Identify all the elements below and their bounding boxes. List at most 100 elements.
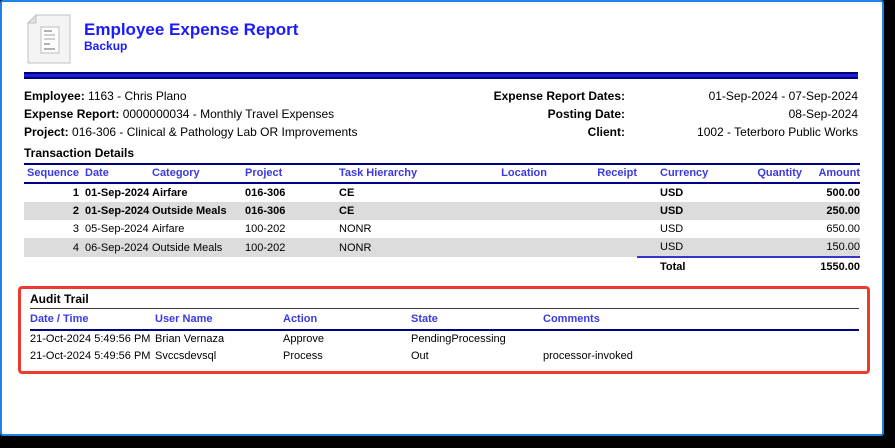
col-amount: Amount xyxy=(802,163,860,184)
col-date-time: Date / Time xyxy=(30,310,155,331)
cell-state: Out xyxy=(411,350,429,362)
cell-location xyxy=(472,202,547,220)
cell-quantity xyxy=(747,238,802,257)
table-row: 1 01-Sep-2024 Airfare 016-306 CE USD 500… xyxy=(24,183,860,202)
audit-header-row: Date / Time User Name Action State Comme… xyxy=(30,310,859,331)
cell-category: Airfare xyxy=(152,187,188,199)
cell-user-name: Brian Vernaza xyxy=(155,333,225,345)
report-info-left: Employee: 1163 - Chris Plano Expense Rep… xyxy=(24,87,358,141)
expense-report-info: Expense Report: 0000000034 - Monthly Tra… xyxy=(24,105,358,123)
cell-date: 05-Sep-2024 xyxy=(85,223,149,235)
report-document-icon xyxy=(26,13,72,64)
col-date: Date xyxy=(79,163,152,184)
expense-report-value: 0000000034 - Monthly Travel Expenses xyxy=(122,107,335,121)
report-info-right: Expense Report Dates: 01-Sep-2024 - 07-S… xyxy=(494,87,858,141)
cell-quantity xyxy=(747,202,802,220)
cell-date: 01-Sep-2024 xyxy=(79,202,152,220)
cell-amount: 250.00 xyxy=(802,202,860,220)
cell-user-name: Svccsdevsql xyxy=(155,350,217,362)
total-label: Total xyxy=(637,256,747,277)
expense-report-label: Expense Report: xyxy=(24,107,120,121)
table-row: 2 01-Sep-2024 Outside Meals 016-306 CE U… xyxy=(24,202,860,220)
title-divider xyxy=(24,72,858,79)
cell-sequence: 3 xyxy=(72,223,79,235)
cell-category: Airfare xyxy=(152,223,185,235)
cell-category: Outside Meals xyxy=(152,238,245,257)
project-info: Project: 016-306 - Clinical & Pathology … xyxy=(24,123,358,141)
col-currency: Currency xyxy=(637,163,747,184)
posting-date-value: 08-Sep-2024 xyxy=(788,107,858,121)
cell-sequence: 4 xyxy=(24,238,79,257)
col-task-hierarchy: Task Hierarchy xyxy=(339,163,472,184)
audit-trail-table: Date / Time User Name Action State Comme… xyxy=(30,310,859,365)
col-category: Category xyxy=(152,163,245,184)
cell-date-time: 21-Oct-2024 5:49:56 PM xyxy=(30,333,151,345)
cell-sequence: 2 xyxy=(24,202,79,220)
transaction-header-row: Sequence Date Category Project Task Hier… xyxy=(24,163,860,184)
total-row: Total 1550.00 xyxy=(24,256,860,277)
table-row: 4 06-Sep-2024 Outside Meals 100-202 NONR… xyxy=(24,238,860,257)
col-quantity: Quantity xyxy=(747,163,802,184)
cell-receipt xyxy=(547,202,637,220)
cell-receipt xyxy=(547,183,637,202)
cell-comments: processor-invoked xyxy=(543,350,633,362)
col-action: Action xyxy=(283,310,411,331)
report-info-section: Employee: 1163 - Chris Plano Expense Rep… xyxy=(24,87,858,141)
client-label: Client: xyxy=(587,125,625,139)
cell-project: 100-202 xyxy=(245,223,286,235)
cell-amount: 150.00 xyxy=(802,238,860,257)
expense-dates-value: 01-Sep-2024 - 07-Sep-2024 xyxy=(708,89,858,103)
cell-receipt xyxy=(547,220,637,238)
cell-currency: USD xyxy=(637,238,747,257)
cell-project: 100-202 xyxy=(245,238,339,257)
cell-date: 01-Sep-2024 xyxy=(85,187,150,199)
cell-sequence: 1 xyxy=(72,187,79,199)
expense-dates-label: Expense Report Dates: xyxy=(493,89,625,103)
cell-currency: USD xyxy=(660,223,684,235)
col-receipt: Receipt xyxy=(547,163,637,184)
project-value: 016-306 - Clinical & Pathology Lab OR Im… xyxy=(72,125,358,139)
cell-amount: 500.00 xyxy=(826,187,860,199)
col-location: Location xyxy=(472,163,547,184)
cell-action: Approve xyxy=(283,333,324,345)
cell-location xyxy=(472,183,547,202)
audit-row: 21-Oct-2024 5:49:56 PM Brian Vernaza App… xyxy=(30,330,859,348)
cell-task-hierarchy: CE xyxy=(339,202,472,220)
page-title: Employee Expense Report xyxy=(84,20,299,39)
transaction-table: Sequence Date Category Project Task Hier… xyxy=(24,163,860,277)
employee-value: 1163 - Chris Plano xyxy=(88,89,187,103)
project-label: Project: xyxy=(24,125,69,139)
cell-location xyxy=(472,220,547,238)
col-state: State xyxy=(411,310,543,331)
transaction-details-title: Transaction Details xyxy=(24,146,135,160)
cell-task-hierarchy: CE xyxy=(339,187,355,199)
cell-date-time: 21-Oct-2024 5:49:56 PM xyxy=(30,350,151,362)
cell-category: Outside Meals xyxy=(152,202,245,220)
col-project: Project xyxy=(245,163,339,184)
total-amount: 1550.00 xyxy=(802,256,860,277)
col-user-name: User Name xyxy=(155,310,283,331)
cell-receipt xyxy=(547,238,637,257)
posting-date-label: Posting Date: xyxy=(547,107,625,121)
cell-date: 06-Sep-2024 xyxy=(79,238,152,257)
table-row: 3 05-Sep-2024 Airfare 100-202 NONR USD 6… xyxy=(24,220,860,238)
report-subtitle: Backup xyxy=(84,39,128,53)
col-comments: Comments xyxy=(543,310,859,331)
cell-project: 016-306 xyxy=(245,202,339,220)
audit-row: 21-Oct-2024 5:49:56 PM Svccsdevsql Proce… xyxy=(30,348,859,365)
cell-quantity xyxy=(747,183,802,202)
report-window: Employee Expense Report Backup Employee:… xyxy=(0,0,884,436)
cell-amount: 650.00 xyxy=(826,223,860,235)
report-header: Employee Expense Report Backup xyxy=(24,13,858,70)
cell-task-hierarchy: NONR xyxy=(339,223,372,235)
cell-project: 016-306 xyxy=(245,187,286,199)
cell-location xyxy=(472,238,547,257)
employee-info: Employee: 1163 - Chris Plano xyxy=(24,87,358,105)
audit-trail-title: Audit Trail xyxy=(30,292,859,309)
cell-currency: USD xyxy=(660,187,684,199)
audit-trail-highlight-box: Audit Trail Date / Time User Name Action… xyxy=(18,286,870,374)
cell-comments xyxy=(543,330,859,348)
cell-task-hierarchy: NONR xyxy=(339,238,472,257)
cell-currency: USD xyxy=(637,202,747,220)
col-sequence: Sequence xyxy=(24,163,79,184)
